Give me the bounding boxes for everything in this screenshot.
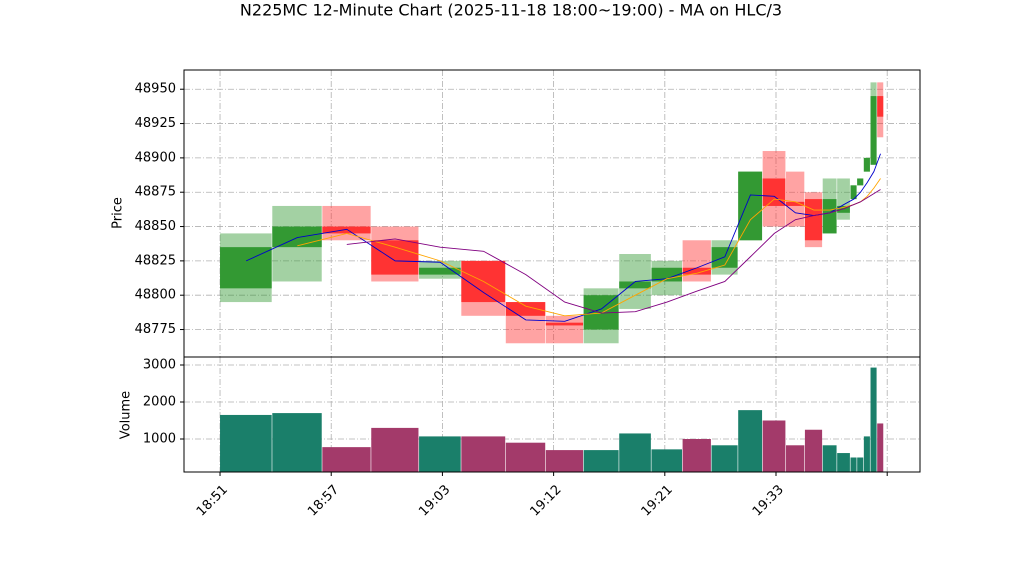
volume-bar (682, 438, 711, 472)
y-tick-label: 48850 (135, 219, 176, 234)
ma-line (245, 153, 881, 322)
candle-body (619, 281, 651, 289)
candle-body (322, 226, 371, 234)
volume-frame (183, 356, 921, 473)
volume-bar (545, 450, 584, 472)
volume-tick-label: 1000 (143, 431, 176, 446)
volume-bar (619, 433, 651, 472)
y-tick-label: 48775 (135, 322, 176, 337)
candle-body (651, 267, 682, 282)
x-tick-label: 19:03 (416, 482, 453, 519)
candle-body (877, 96, 884, 117)
volume-bar (850, 457, 857, 472)
y-tick-label: 48800 (135, 288, 176, 303)
candle-body (738, 171, 763, 241)
x-tick-label: 18:57 (305, 482, 342, 519)
y-tick-label: 48950 (135, 82, 176, 97)
candle-body (786, 201, 805, 206)
y-tick-label: 48825 (135, 253, 176, 268)
y-tick-label: 48925 (135, 116, 176, 131)
volume-bar (711, 445, 738, 472)
candle-wick (837, 178, 850, 220)
volume-bar (272, 413, 322, 472)
candle-body (762, 178, 786, 206)
volume-bar (220, 414, 272, 472)
volume-bar (857, 457, 864, 472)
y-tick-label: 48875 (135, 185, 176, 200)
x-tick-label: 19:12 (527, 482, 564, 519)
candle-body (220, 247, 272, 289)
candle-body (863, 157, 870, 172)
volume-bar (837, 453, 850, 472)
volume-bar (822, 445, 837, 472)
candle-body (870, 96, 877, 165)
volume-bar (877, 423, 884, 472)
chart-title: N225MC 12-Minute Chart (2025-11-18 18:00… (240, 1, 782, 20)
volume-bar (651, 449, 682, 472)
candle-body (419, 267, 461, 275)
volume-bar (738, 410, 763, 472)
candle-body (837, 205, 850, 213)
candle-body (505, 302, 546, 316)
volume-bar (371, 427, 419, 472)
ma-line (346, 189, 881, 314)
y-axis-label: Price (111, 197, 126, 229)
x-tick-label: 19:21 (639, 482, 676, 519)
volume-bar (870, 367, 877, 472)
candle-body (545, 322, 584, 326)
candle-body (272, 226, 322, 248)
candle-body (711, 247, 738, 268)
candle-body (371, 240, 419, 275)
volume-bar (804, 429, 823, 472)
volume-tick-label: 2000 (143, 394, 176, 409)
volume-bar (461, 436, 506, 472)
volume-bar (505, 442, 546, 472)
candle-body (857, 178, 864, 186)
y-tick-label: 48900 (135, 150, 176, 165)
candle-body (804, 199, 823, 241)
candle-body (682, 267, 711, 275)
x-tick-label: 18:51 (194, 482, 231, 519)
volume-bar (583, 450, 619, 472)
volume-bar (322, 447, 371, 472)
x-tick-label: 19:33 (750, 482, 787, 519)
candle-wick (545, 315, 584, 344)
volume-axis-label: Volume (119, 391, 134, 439)
volume-bar (762, 420, 786, 472)
candle-wick (786, 171, 805, 227)
volume-bar (786, 445, 805, 472)
volume-bar (419, 436, 461, 472)
candle-wick (322, 205, 371, 241)
volume-bar (863, 436, 870, 472)
candle-body (850, 185, 857, 200)
candle-body (822, 199, 837, 234)
volume-tick-label: 3000 (143, 357, 176, 372)
